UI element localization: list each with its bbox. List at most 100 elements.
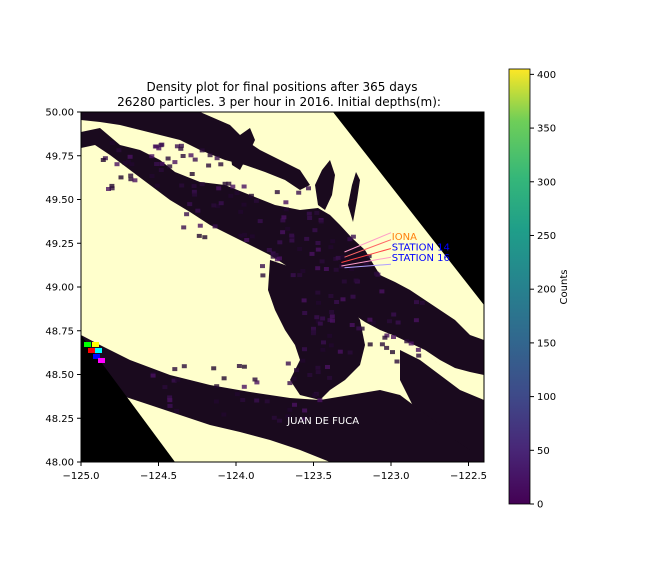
density-cell xyxy=(241,364,247,369)
density-cell xyxy=(329,314,335,319)
density-cell xyxy=(315,290,321,295)
density-cell xyxy=(172,160,178,165)
density-cell xyxy=(350,294,356,299)
annotation-label: JUAN DE FUCA xyxy=(286,416,359,427)
density-cell xyxy=(167,164,173,169)
juan-de-fuca-water xyxy=(81,335,484,462)
density-cell xyxy=(165,156,171,161)
release-lines xyxy=(341,232,392,269)
density-cell xyxy=(356,326,362,331)
density-cell xyxy=(330,239,336,244)
annotation-label: IONA xyxy=(392,232,417,243)
colorbar-tick-label: 400 xyxy=(537,70,556,81)
density-cell xyxy=(329,310,335,314)
x-tick-label: −122.5 xyxy=(450,471,487,482)
density-cell xyxy=(122,161,128,165)
density-cell xyxy=(274,190,280,195)
density-cell xyxy=(387,319,392,324)
boundary-cell xyxy=(88,348,95,353)
density-cell xyxy=(158,143,164,148)
colorbar-tick-label: 0 xyxy=(537,500,543,511)
colorbar xyxy=(508,68,531,505)
density-cell xyxy=(353,278,359,283)
density-cell xyxy=(287,407,293,412)
density-cell xyxy=(192,157,198,162)
density-cell xyxy=(175,377,181,382)
colorbar-ticks: 0 50 100 150 200 250 300 350 400 xyxy=(530,70,556,511)
colorbar-tick-label: 50 xyxy=(537,446,550,457)
density-cell xyxy=(215,204,221,209)
density-cell xyxy=(382,335,388,340)
chart-title-line2: 26280 particles. 3 per hour in 2016. Ini… xyxy=(117,95,441,109)
density-cell xyxy=(419,300,425,305)
density-cell xyxy=(188,153,194,158)
howe-sound-water xyxy=(315,160,335,210)
boundary-cell xyxy=(95,348,102,353)
chart-title-line1: Density plot for final positions after 3… xyxy=(146,80,417,94)
density-cell xyxy=(214,156,220,161)
density-cell xyxy=(174,409,179,413)
density-cell xyxy=(106,187,111,191)
density-cell xyxy=(302,347,307,352)
density-cell xyxy=(321,340,326,345)
density-cell xyxy=(236,364,242,368)
density-cell xyxy=(373,271,379,276)
density-cell xyxy=(327,375,333,380)
density-cell xyxy=(242,232,248,237)
release-line xyxy=(341,248,392,263)
density-cell xyxy=(152,144,158,149)
density-cell xyxy=(199,182,205,187)
density-cell xyxy=(206,163,212,168)
density-cell xyxy=(314,210,320,215)
density-cell xyxy=(162,385,168,390)
colorbar-tick-label: 200 xyxy=(537,285,556,296)
density-cell xyxy=(301,298,307,303)
y-tick-label: 48.00 xyxy=(45,458,74,469)
density-cell xyxy=(347,237,353,242)
y-tick-label: 49.00 xyxy=(45,283,74,294)
boundary-cell xyxy=(98,358,105,363)
density-cell xyxy=(260,273,266,278)
density-cell xyxy=(257,219,263,224)
density-cell xyxy=(415,347,421,352)
density-cell xyxy=(216,186,222,191)
density-cell xyxy=(241,202,247,207)
density-cell xyxy=(109,186,115,191)
density-cell xyxy=(350,234,356,239)
density-cell xyxy=(311,326,316,331)
density-cell xyxy=(340,255,346,259)
density-cell xyxy=(213,399,219,404)
density-cell xyxy=(283,200,289,205)
density-cell xyxy=(234,191,240,195)
density-cell xyxy=(294,368,299,373)
density-cell xyxy=(341,279,347,284)
density-cell xyxy=(132,178,138,183)
density-cell xyxy=(238,233,244,238)
density-cell xyxy=(253,198,259,203)
boundary-cells xyxy=(84,342,105,363)
y-tick-label: 48.75 xyxy=(45,326,74,337)
density-cell xyxy=(181,225,187,230)
nodata-wedge-bottom-left xyxy=(81,335,175,462)
density-cell xyxy=(312,228,318,233)
density-cell xyxy=(218,201,224,206)
density-cell xyxy=(280,230,286,235)
density-cell xyxy=(226,181,232,186)
density-cell xyxy=(241,184,247,189)
density-cell xyxy=(214,384,220,389)
density-cell xyxy=(125,159,131,164)
x-axis: −125.0 −124.5 −124.0 −123.5 −123.0 −122.5 xyxy=(62,462,487,482)
density-cell xyxy=(211,366,217,371)
density-cell xyxy=(311,329,317,334)
density-cell xyxy=(328,245,334,250)
density-cell xyxy=(285,414,291,419)
density-cell xyxy=(254,380,260,385)
colorbar-tick-label: 300 xyxy=(537,177,556,188)
density-cell xyxy=(333,267,339,272)
density-cell xyxy=(159,161,165,166)
density-cell xyxy=(317,321,323,326)
density-cell xyxy=(260,264,265,269)
y-tick-label: 48.50 xyxy=(45,370,74,381)
density-cell xyxy=(181,364,187,369)
